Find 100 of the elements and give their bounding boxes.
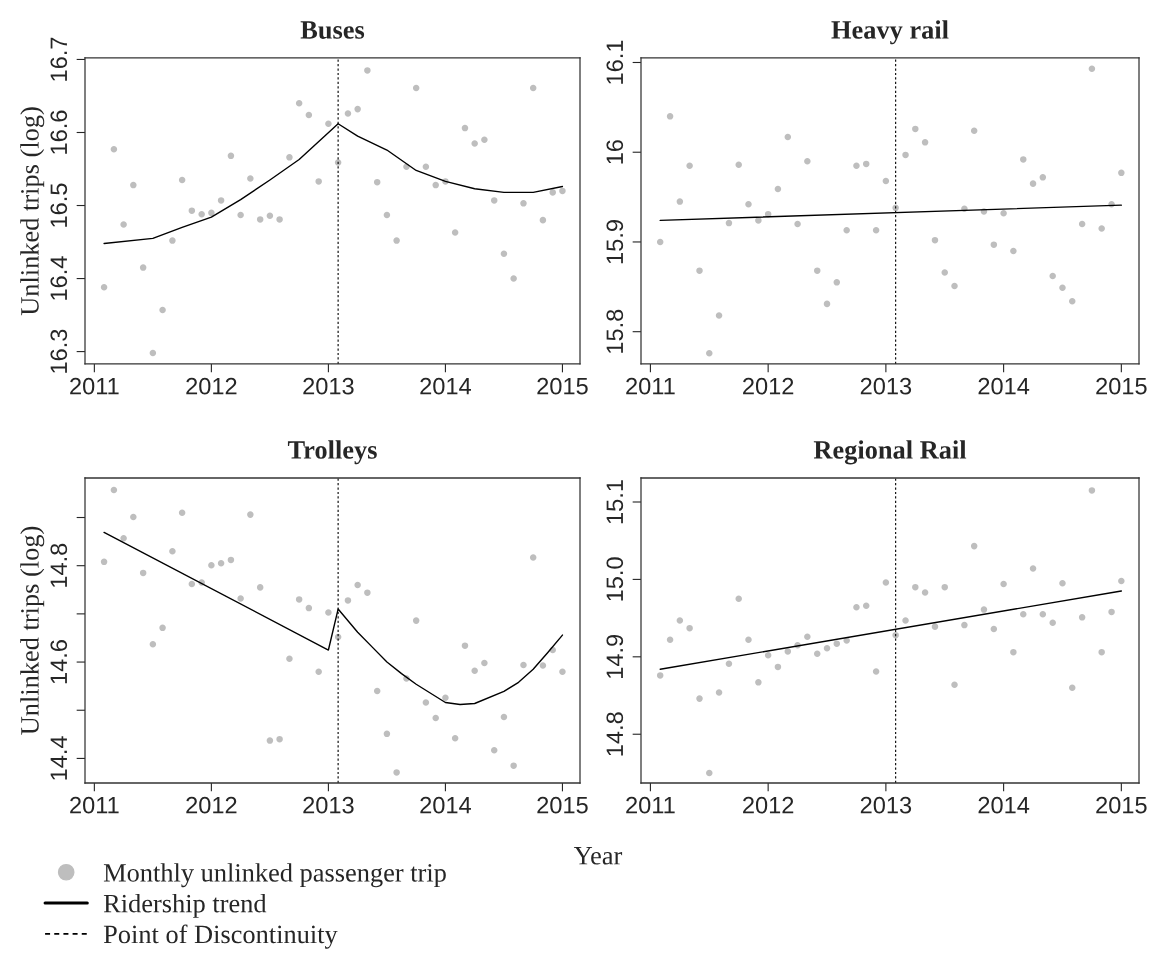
chart-title: Trolleys — [287, 440, 377, 465]
point — [237, 595, 244, 602]
y-tick-label: 15.0 — [606, 557, 624, 601]
point — [656, 238, 664, 246]
x-tick-label: 2012 — [743, 796, 794, 814]
point — [481, 136, 488, 144]
point — [961, 621, 968, 629]
point — [344, 597, 352, 604]
y-tick-label: 14.4 — [50, 736, 67, 780]
point — [393, 237, 400, 244]
point — [188, 207, 196, 214]
point — [1010, 247, 1017, 255]
point — [159, 306, 166, 314]
y-tick-label: 16 — [606, 140, 624, 164]
point — [1029, 565, 1037, 572]
point — [921, 139, 929, 146]
y-tick-label: 16.3 — [50, 329, 68, 373]
legend-label: Monthly unlinked passenger trip — [103, 863, 446, 888]
point — [130, 513, 137, 521]
point — [1010, 648, 1017, 656]
point — [1068, 297, 1076, 305]
point — [1118, 577, 1125, 585]
point — [1039, 610, 1047, 618]
point — [951, 681, 958, 688]
point — [120, 221, 127, 228]
point — [247, 175, 254, 182]
point — [169, 547, 176, 555]
x-tick-label: 2014 — [420, 377, 471, 395]
point — [471, 140, 478, 147]
y-tick-label: 15.1 — [606, 480, 624, 524]
point — [295, 100, 303, 107]
point — [902, 617, 909, 624]
x-tick-label: 2012 — [743, 377, 794, 395]
point — [266, 737, 274, 744]
point — [912, 583, 919, 591]
point — [745, 201, 752, 208]
point — [178, 176, 186, 184]
point — [853, 162, 860, 169]
point — [735, 595, 742, 603]
point — [373, 178, 381, 186]
x-tick-label: 2013 — [303, 796, 354, 814]
point — [1049, 619, 1056, 627]
point — [823, 300, 831, 308]
y-tick-label: 14.6 — [50, 640, 68, 684]
point — [833, 279, 841, 286]
chart-title: Buses — [300, 21, 365, 39]
point — [833, 640, 841, 647]
point — [970, 542, 978, 550]
point — [1098, 648, 1105, 656]
point — [139, 569, 147, 577]
y-tick-label: 16.7 — [50, 37, 68, 81]
point — [139, 264, 147, 271]
point — [549, 189, 556, 196]
point — [1088, 65, 1096, 73]
point — [931, 623, 939, 630]
y-tick-label: 14.9 — [606, 634, 624, 678]
chart-title: Regional Rail — [813, 440, 967, 465]
point — [1078, 614, 1086, 621]
point — [990, 625, 998, 633]
point — [422, 163, 430, 171]
x-tick-label: 2014 — [420, 796, 471, 814]
point — [784, 648, 792, 655]
point — [461, 642, 469, 649]
point — [706, 349, 713, 357]
x-tick-label: 2012 — [186, 796, 237, 814]
point — [422, 699, 430, 706]
point — [1118, 169, 1125, 177]
point — [676, 198, 684, 205]
point — [862, 602, 870, 609]
point — [383, 730, 391, 738]
point — [725, 660, 733, 668]
point — [804, 157, 811, 165]
point — [1068, 684, 1076, 692]
point — [970, 127, 978, 134]
x-tick-label: 2012 — [186, 377, 237, 395]
point — [764, 652, 772, 659]
point — [169, 237, 176, 244]
point — [745, 636, 752, 644]
point — [354, 105, 361, 113]
point — [1049, 272, 1056, 280]
point — [529, 84, 537, 92]
point — [715, 312, 723, 319]
point — [412, 84, 420, 92]
point — [120, 534, 127, 542]
point — [110, 486, 118, 494]
point — [931, 236, 939, 244]
x-tick-label: 2015 — [1096, 796, 1147, 814]
point — [110, 146, 118, 153]
point — [354, 581, 361, 589]
point — [276, 216, 283, 223]
point — [471, 667, 478, 674]
point — [100, 558, 108, 566]
point — [432, 181, 439, 189]
point — [325, 120, 332, 127]
point — [159, 624, 166, 632]
y-tick-label: 16.4 — [50, 256, 68, 300]
point — [490, 746, 498, 754]
point — [706, 769, 713, 777]
point — [823, 645, 831, 652]
point — [344, 110, 352, 117]
